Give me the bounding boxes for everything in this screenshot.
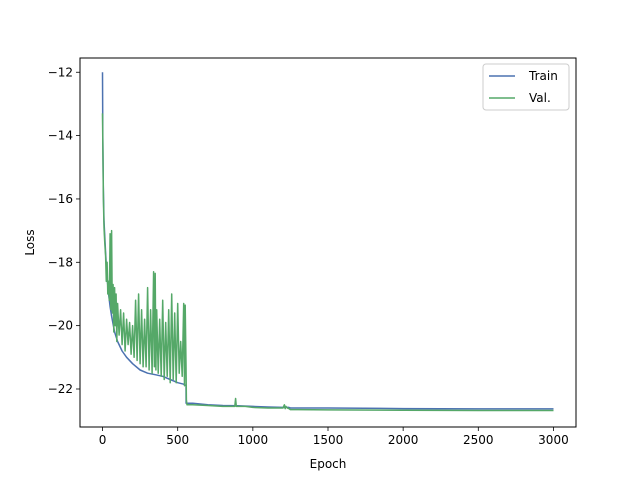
x-tick-label: 2500 <box>463 433 494 447</box>
x-tick-label: 1500 <box>313 433 344 447</box>
y-tick-label: −14 <box>48 129 73 143</box>
x-tick-label: 0 <box>99 433 107 447</box>
plot-area <box>101 72 554 412</box>
y-axis-label: Loss <box>23 229 37 255</box>
legend-label-train: Train <box>528 69 558 83</box>
y-tick-label: −16 <box>48 192 73 206</box>
axes-frame <box>79 57 577 428</box>
series-line-val <box>101 113 554 412</box>
y-tick-label: −20 <box>48 319 73 333</box>
legend-label-val: Val. <box>529 91 551 105</box>
y-tick-label: −12 <box>48 65 73 79</box>
x-axis: 0 500 1000 1500 2000 2500 3000 <box>99 427 569 447</box>
x-tick-label: 2000 <box>388 433 419 447</box>
y-tick-label: −18 <box>48 255 73 269</box>
x-tick-label: 1000 <box>238 433 269 447</box>
x-tick-label: 3000 <box>538 433 569 447</box>
legend: Train Val. <box>482 63 570 111</box>
x-tick-label: 500 <box>166 433 189 447</box>
x-axis-label: Epoch <box>310 457 347 471</box>
y-axis: −22 −20 −18 −16 −14 −12 <box>48 65 80 396</box>
y-tick-label: −22 <box>48 382 73 396</box>
